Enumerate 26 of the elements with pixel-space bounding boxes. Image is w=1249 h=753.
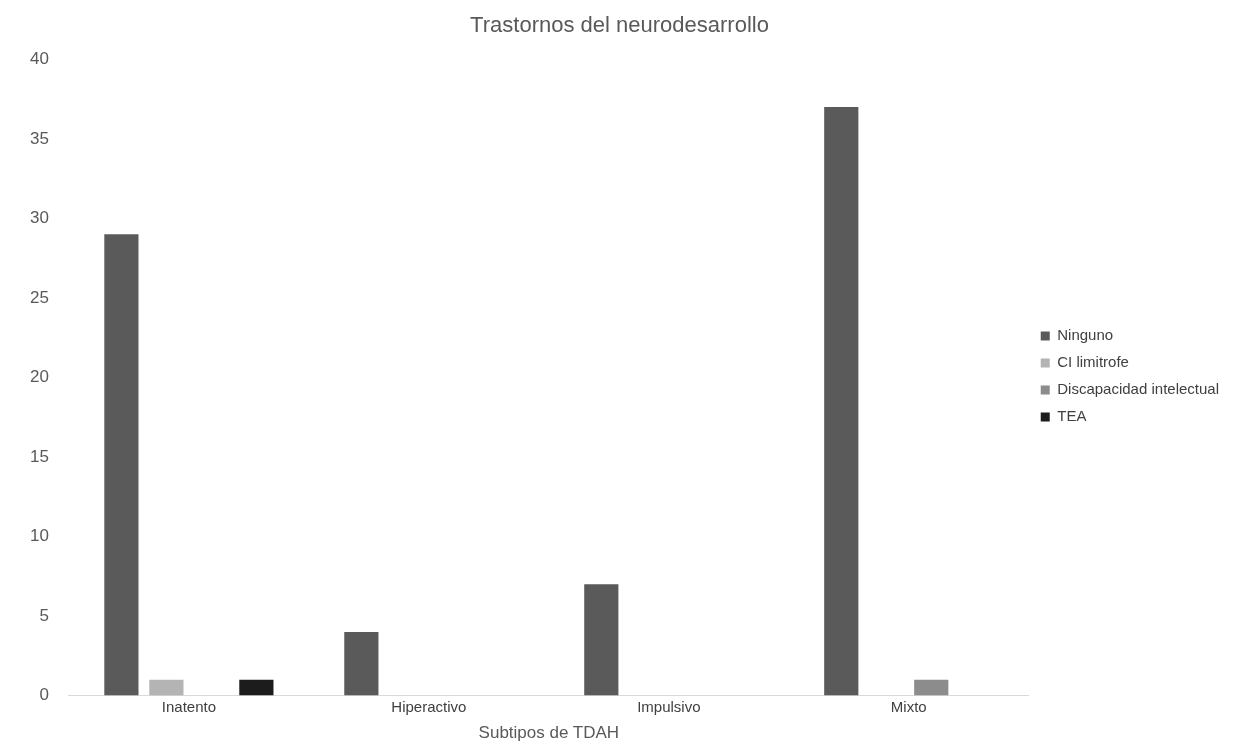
y-tick-label: 40 (29, 49, 49, 69)
bar (344, 631, 379, 696)
y-tick-label: 10 (29, 526, 49, 546)
x-tick-label: Inatento (161, 697, 216, 715)
bar (104, 234, 139, 696)
bar (149, 679, 184, 696)
bar (914, 679, 949, 696)
y-tick-label: 30 (29, 208, 49, 228)
y-tick-label: 15 (29, 446, 49, 466)
legend-label: CI limitrofe (1057, 353, 1129, 371)
x-tick-label: Hiperactivo (391, 697, 467, 715)
y-tick-label: 0 (39, 685, 49, 705)
y-tick-label: 35 (29, 128, 49, 148)
y-tick-label: 20 (29, 367, 49, 387)
bar (824, 107, 859, 696)
bar (584, 584, 619, 696)
y-tick-label: 25 (29, 287, 49, 307)
x-tick-label: Impulsivo (637, 697, 701, 715)
bar (239, 679, 274, 696)
y-tick-label: 5 (39, 605, 49, 625)
chart-title: Trastornos del neurodesarrollo (470, 12, 769, 38)
x-tick-label: Mixto (890, 697, 927, 715)
legend-label: Ninguno (1057, 326, 1114, 344)
legend-label: Discapacidad intelectual (1057, 380, 1219, 398)
x-axis-title: Subtipos de TDAH (478, 723, 620, 743)
legend-label: TEA (1057, 407, 1087, 425)
